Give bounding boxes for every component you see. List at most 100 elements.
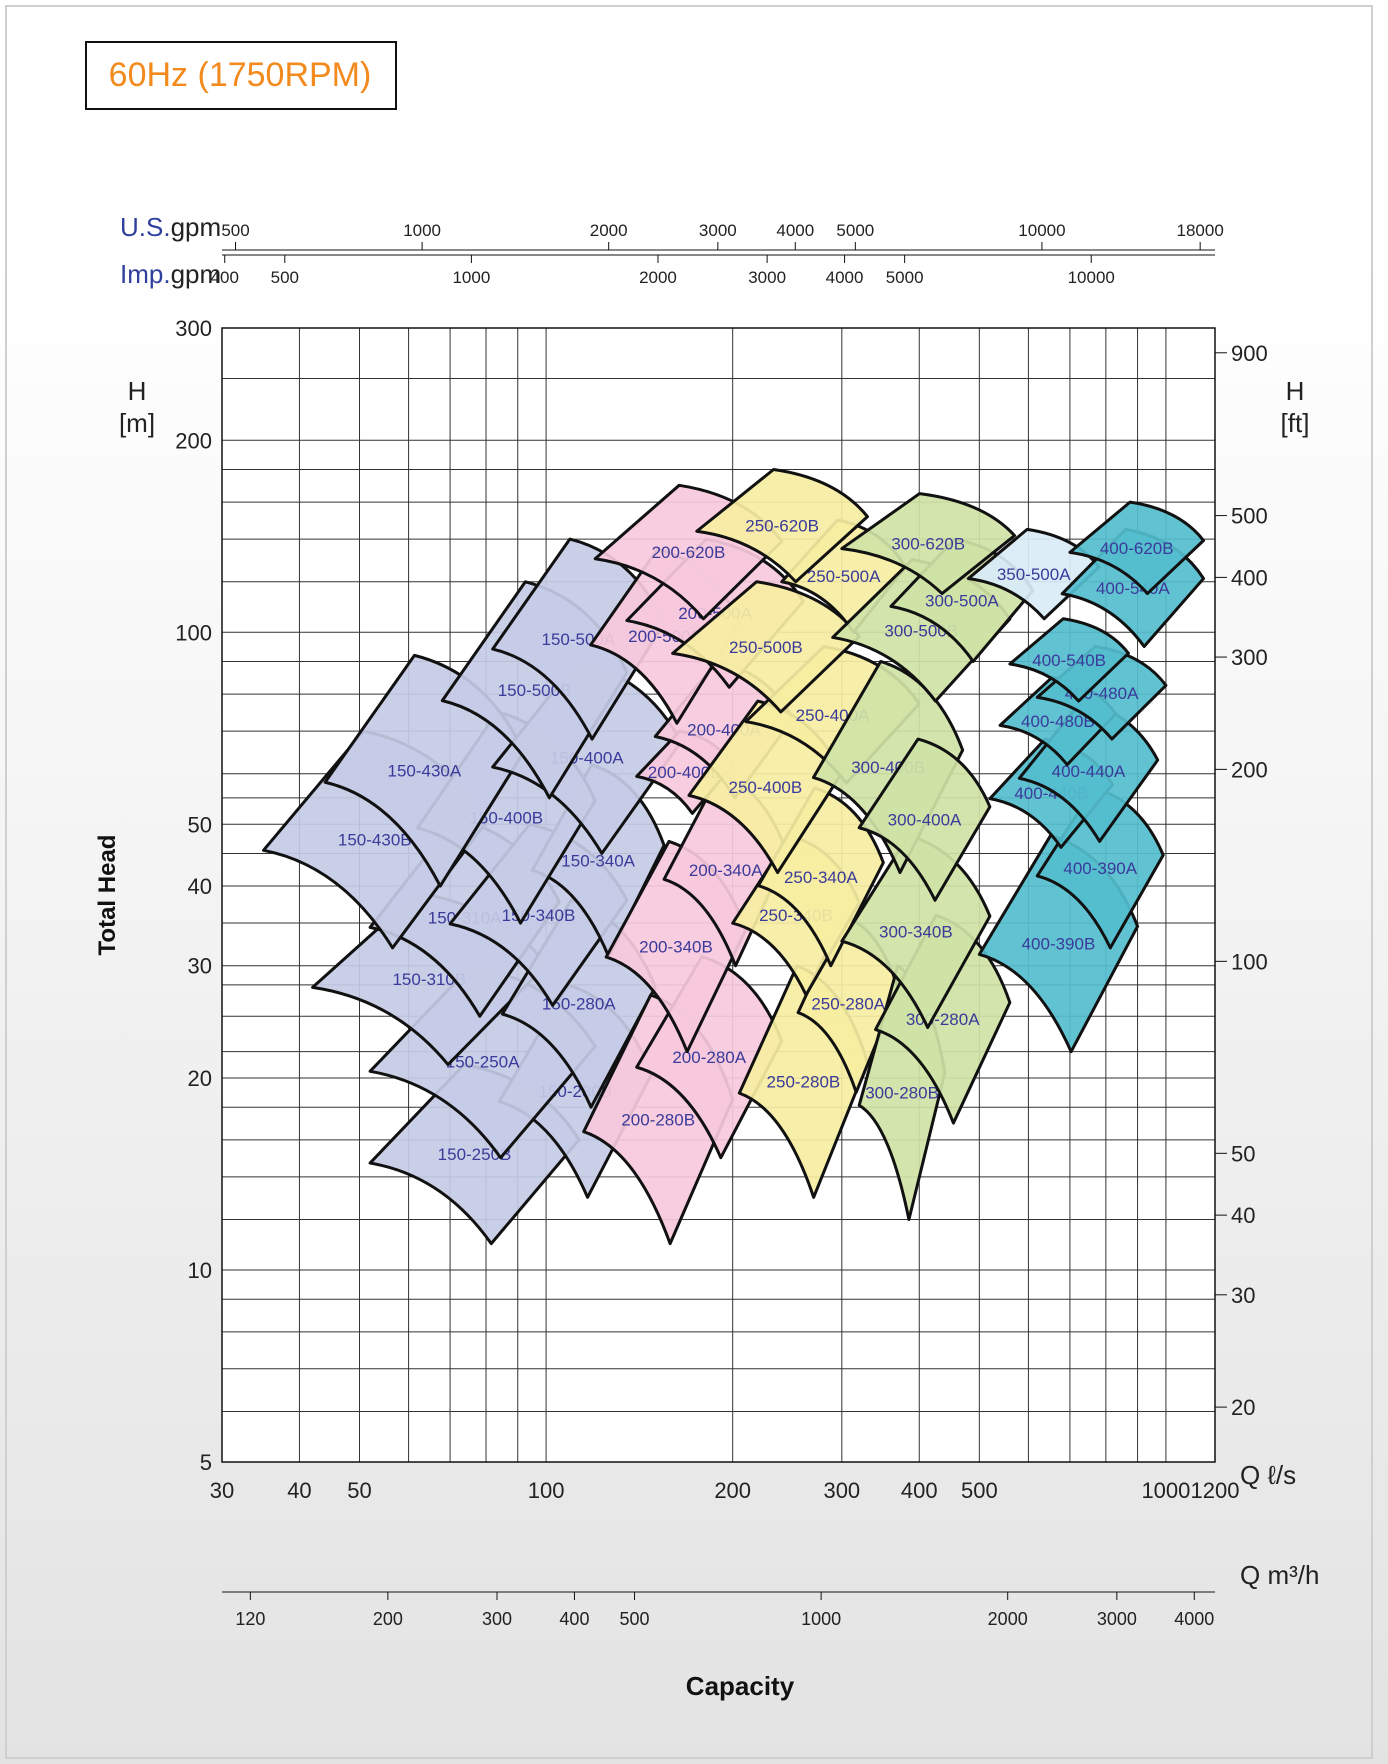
h-m-label-bottom: [m] — [119, 408, 155, 438]
imp-gpm-tick-label: 3000 — [748, 268, 786, 287]
pump-model-label: 300-620B — [891, 535, 965, 554]
pump-model-label: 400-620B — [1100, 539, 1174, 558]
pump-model-label: 200-340B — [639, 938, 713, 957]
pump-region: 300-620B — [840, 492, 1017, 596]
chart-title: 60Hz (1750RPM) — [109, 56, 372, 94]
h-m-label-top: H — [128, 376, 147, 406]
pump-region: 350-500A — [966, 527, 1101, 621]
pump-region-shape — [695, 467, 869, 584]
pump-model-label: 300-280A — [906, 1010, 980, 1029]
y-tick-label: 20 — [188, 1066, 212, 1091]
y-tick-label: 100 — [175, 620, 212, 645]
m3h-tick-label: 400 — [559, 1609, 589, 1629]
imp-gpm-tick-label: 10000 — [1068, 268, 1115, 287]
us-gpm-prefix: U.S. — [120, 212, 171, 242]
m3h-tick-label: 120 — [235, 1609, 265, 1629]
m3h-tick-label: 3000 — [1097, 1609, 1137, 1629]
pump-model-label: 150-280A — [542, 995, 616, 1014]
imp-gpm-tick-label: 2000 — [639, 268, 677, 287]
us-gpm-tick-label: 500 — [221, 221, 249, 240]
pump-model-label: 300-400A — [888, 811, 962, 830]
pump-region: 250-620B — [695, 467, 869, 584]
pump-model-label: 350-500A — [997, 565, 1071, 584]
pump-model-label: 300-500A — [925, 591, 999, 610]
h-ft-label-top: H — [1286, 376, 1305, 406]
pump-model-label: 400-390A — [1063, 859, 1137, 878]
x-tick-label: 1200 — [1191, 1478, 1240, 1503]
x-tick-label: 30 — [210, 1478, 234, 1503]
m3h-tick-label: 300 — [482, 1609, 512, 1629]
pump-model-label: 250-620B — [745, 517, 819, 536]
ft-tick-label: 900 — [1231, 341, 1268, 366]
ft-tick-label: 200 — [1231, 757, 1268, 782]
x-tick-label: 100 — [528, 1478, 565, 1503]
m3h-tick-label: 1000 — [801, 1609, 841, 1629]
pump-region-shape — [1068, 500, 1206, 596]
x-tick-label: 300 — [823, 1478, 860, 1503]
h-ft-label-bottom: [ft] — [1281, 408, 1310, 438]
pump-model-label: 250-500B — [729, 638, 803, 657]
pump-model-label: 200-340A — [689, 861, 763, 880]
pump-model-label: 150-400B — [469, 809, 543, 828]
pump-model-label: 250-280B — [767, 1073, 841, 1092]
pump-region: 400-540B — [1008, 617, 1130, 703]
pump-model-label: 400-440A — [1052, 762, 1126, 781]
x-tick-label: 50 — [347, 1478, 371, 1503]
imp-gpm-tick-label: 1000 — [452, 268, 490, 287]
pump-model-label: 400-480B — [1021, 712, 1095, 731]
title-box — [85, 41, 397, 110]
us-gpm-tick-label: 4000 — [776, 221, 814, 240]
us-gpm-suffix: gpm — [171, 212, 222, 242]
y-tick-label: 200 — [175, 428, 212, 453]
pump-region-shape — [1008, 617, 1130, 703]
axes: 30 40 50 100 200 300 400 500 1000 120051020304050… — [175, 221, 1267, 1629]
imp-gpm-tick-label: 500 — [271, 268, 299, 287]
us-gpm-tick-label: 18000 — [1177, 221, 1224, 240]
pump-region-shape — [840, 492, 1017, 596]
m3h-tick-label: 2000 — [988, 1609, 1028, 1629]
ft-tick-label: 40 — [1231, 1203, 1255, 1228]
us-gpm-axis-label: U.S.gpm — [120, 212, 221, 242]
us-gpm-tick-label: 2000 — [590, 221, 628, 240]
y-tick-label: 40 — [188, 874, 212, 899]
x-axis-title: Capacity — [686, 1671, 795, 1701]
pump-model-label: 400-540B — [1032, 651, 1106, 670]
ft-tick-label: 20 — [1231, 1395, 1255, 1420]
pump-model-label: 400-390B — [1022, 935, 1096, 954]
ft-tick-label: 500 — [1231, 504, 1268, 529]
imp-gpm-tick-label: 4000 — [826, 268, 864, 287]
pump-regions: 150-250B150-280B150-250A150-310B150-280A… — [261, 467, 1206, 1246]
y-tick-label: 300 — [175, 316, 212, 341]
x-tick-label: 1000 — [1141, 1478, 1190, 1503]
x-tick-label: 200 — [714, 1478, 751, 1503]
pump-model-label: 200-280A — [672, 1048, 746, 1067]
x-tick-label: 40 — [287, 1478, 311, 1503]
us-gpm-tick-label: 10000 — [1018, 221, 1065, 240]
pump-model-label: 300-280B — [865, 1084, 939, 1103]
m3h-tick-label: 200 — [373, 1609, 403, 1629]
imp-gpm-tick-label: 400 — [211, 268, 239, 287]
pump-model-label: 250-400B — [729, 778, 803, 797]
ft-tick-label: 400 — [1231, 565, 1268, 590]
us-gpm-tick-label: 1000 — [403, 221, 441, 240]
pump-model-label: 250-500A — [807, 567, 881, 586]
imp-gpm-axis-label: Imp.gpm — [120, 259, 221, 289]
pump-region: 400-620B — [1068, 500, 1206, 596]
pump-model-label: 150-340A — [561, 852, 635, 871]
imp-gpm-tick-label: 5000 — [886, 268, 924, 287]
pump-region-shape — [857, 737, 992, 902]
imp-gpm-suffix: gpm — [171, 259, 222, 289]
pump-region: 300-340B — [840, 834, 992, 1030]
pump-model-label: 300-340B — [879, 923, 953, 942]
ft-tick-label: 30 — [1231, 1283, 1255, 1308]
pump-model-label: 250-340A — [784, 868, 858, 887]
y-tick-label: 5 — [200, 1450, 212, 1475]
ft-tick-label: 50 — [1231, 1141, 1255, 1166]
plot-border — [221, 327, 1216, 1463]
y-tick-label: 50 — [188, 812, 212, 837]
pump-model-label: 200-280B — [621, 1110, 695, 1129]
us-gpm-tick-label: 5000 — [836, 221, 874, 240]
y-tick-label: 10 — [188, 1258, 212, 1283]
m3h-tick-label: 500 — [620, 1609, 650, 1629]
